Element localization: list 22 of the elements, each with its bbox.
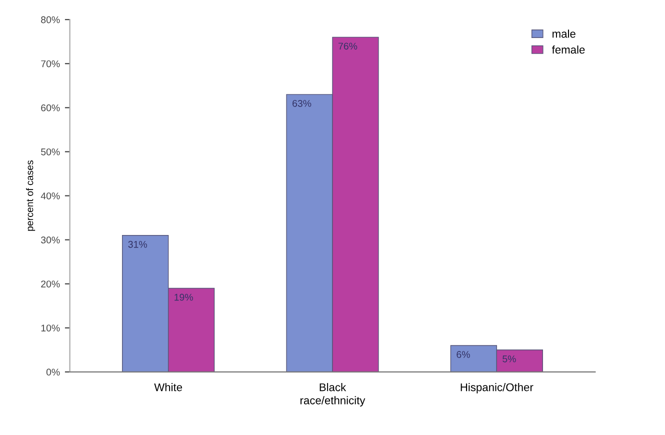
legend-label: female <box>552 45 585 54</box>
data-label: 31% <box>128 240 147 248</box>
y-tick-label: 80% <box>41 16 60 24</box>
x-tick-label: White <box>154 383 182 392</box>
y-tick-label: 10% <box>41 324 60 332</box>
x-axis-title: race/ethnicity <box>300 396 366 407</box>
legend-label: male <box>552 30 576 38</box>
data-label: 63% <box>292 100 312 107</box>
y-tick-label: 20% <box>41 280 60 288</box>
y-tick-label: 50% <box>41 148 60 156</box>
data-label: 6% <box>456 351 470 358</box>
x-tick-label: Black <box>320 383 346 392</box>
y-tick-label: 30% <box>41 236 60 244</box>
y-tick-label: 70% <box>41 60 60 68</box>
y-axis-title: percent of cases <box>26 160 36 231</box>
data-label: 19% <box>174 294 193 301</box>
y-tick-label: 40% <box>40 192 60 200</box>
data-label: 76% <box>338 42 358 50</box>
y-tick-label: 60% <box>41 104 60 112</box>
data-label: 5% <box>502 355 516 362</box>
x-tick-label: Hispanic/Other <box>460 383 534 394</box>
y-tick-label: 0% <box>46 368 60 376</box>
